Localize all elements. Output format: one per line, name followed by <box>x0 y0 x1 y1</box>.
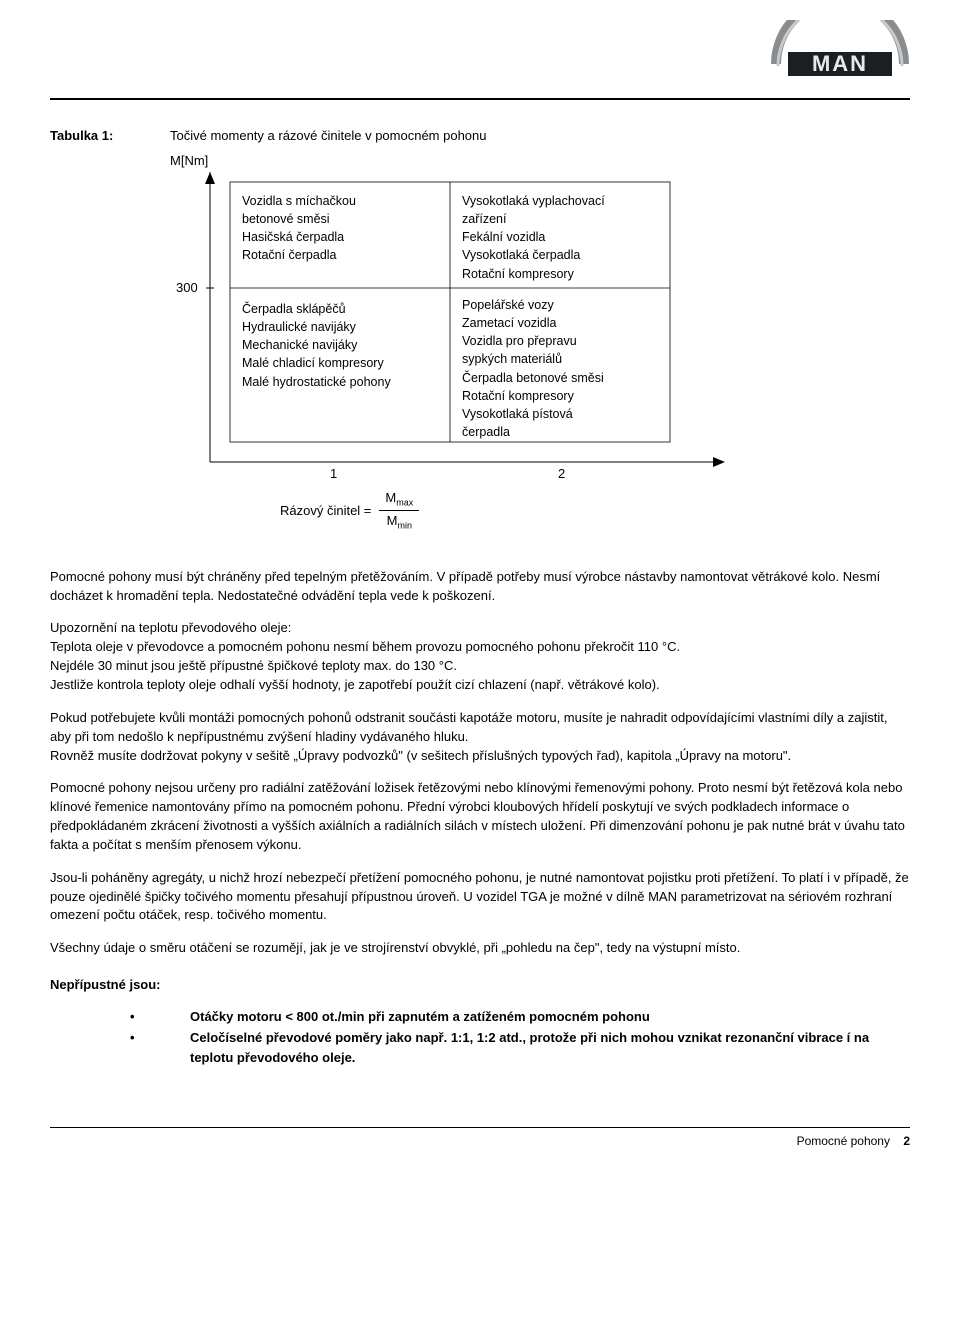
list-item: Otáčky motoru < 800 ot./min při zapnutém… <box>130 1007 910 1027</box>
footer-section: Pomocné pohony <box>797 1134 890 1148</box>
paragraph-2-line4: Jestliže kontrola teploty oleje odhalí v… <box>50 676 910 695</box>
table-number: Tabulka 1: <box>50 128 170 143</box>
formula-lhs: Rázový činitel = <box>280 503 371 518</box>
paragraph-1: Pomocné pohony musí být chráněny před te… <box>50 568 910 606</box>
paragraph-3-line2: Rovněž musíte dodržovat pokyny v sešitě … <box>50 747 910 766</box>
paragraph-3-line1: Pokud potřebujete kvůli montáži pomocnýc… <box>50 709 910 747</box>
paragraph-5: Jsou-li poháněny agregáty, u nichž hrozí… <box>50 869 910 926</box>
forbidden-list: Otáčky motoru < 800 ot./min při zapnutém… <box>130 1007 910 1068</box>
brand-logo: MAN <box>770 20 910 84</box>
page-footer: Pomocné pohony 2 <box>50 1127 910 1148</box>
paragraph-6: Všechny údaje o směru otáčení se rozuměj… <box>50 939 910 958</box>
cell-top-left: Vozidla s míchačkou betonové směsi Hasič… <box>242 192 437 265</box>
paragraph-2-line3: Nejdéle 30 minut jsou ještě přípustné šp… <box>50 657 910 676</box>
cell-top-right: Vysokotlaká vyplachovací zařízení Fekáln… <box>462 192 662 283</box>
paragraph-2-line1: Upozornění na teplotu převodového oleje: <box>50 619 910 638</box>
cell-bot-left: Čerpadla sklápěčů Hydraulické navijáky M… <box>242 300 437 391</box>
list-item: Celočíselné převodové poměry jako např. … <box>130 1028 910 1067</box>
logo-text: MAN <box>812 51 868 76</box>
paragraph-4: Pomocné pohony nejsou určeny pro radiáln… <box>50 779 910 854</box>
chart-container: 300 1 2 Vozidla s míchačkou betonové smě… <box>170 172 730 472</box>
footer-page-number: 2 <box>903 1134 910 1148</box>
table-caption: Točivé momenty a rázové činitele v pomoc… <box>170 128 487 143</box>
header-rule <box>50 98 910 100</box>
paragraph-2-line2: Teplota oleje v převodovce a pomocném po… <box>50 638 910 657</box>
y-tick-label: 300 <box>176 280 198 295</box>
formula: Rázový činitel = Mmax Mmin <box>280 490 910 532</box>
cell-bot-right: Popelářské vozy Zametací vozidla Vozidla… <box>462 296 662 441</box>
forbidden-heading: Nepřípustné jsou: <box>50 976 910 995</box>
x-tick-2: 2 <box>558 466 565 481</box>
y-axis-label: M[Nm] <box>170 153 910 168</box>
x-tick-1: 1 <box>330 466 337 481</box>
